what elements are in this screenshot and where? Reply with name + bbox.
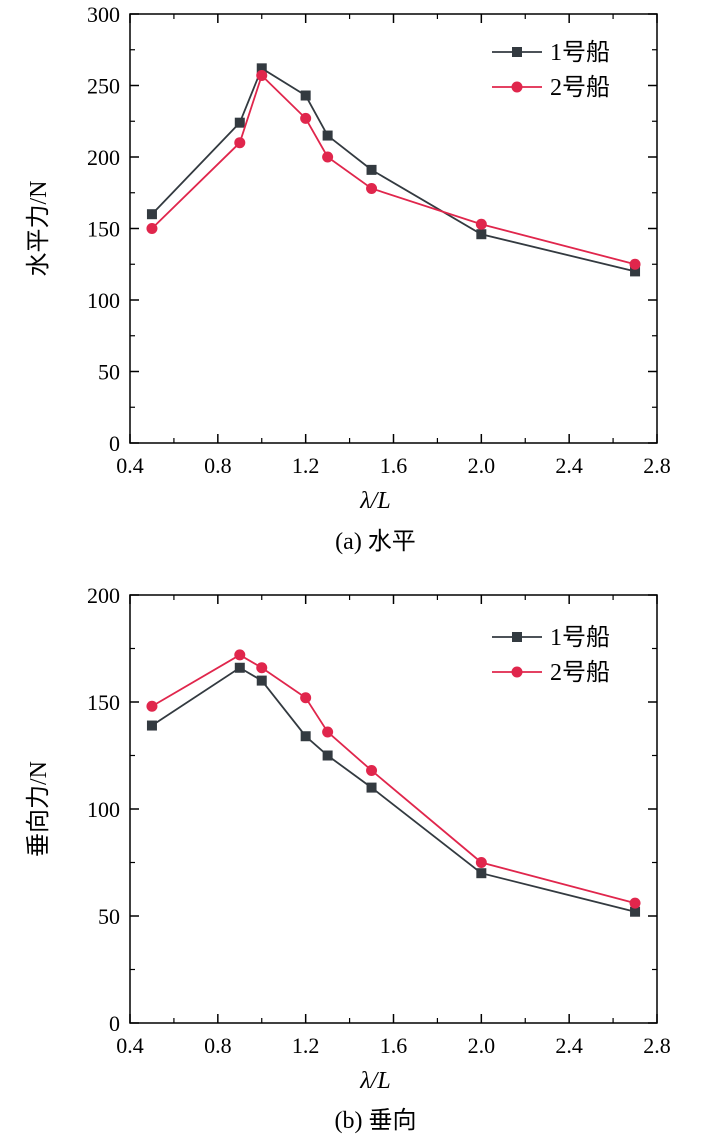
data-point-series-2 (146, 700, 158, 712)
data-point-series-2 (475, 857, 487, 868)
data-point-series-1 (476, 868, 487, 879)
data-point-series-2 (366, 764, 378, 776)
data-point-series-2 (234, 649, 246, 661)
legend-marker (511, 81, 523, 93)
y-tick-label: 200 (87, 145, 120, 170)
legend-label: 1号船 (550, 624, 610, 651)
x-tick-label: 2.8 (643, 453, 671, 478)
data-point-series-2 (322, 726, 334, 738)
y-tick-label: 300 (87, 2, 120, 27)
data-point-series-2 (475, 218, 487, 230)
data-point-series-1 (630, 906, 641, 917)
x-axis-title: λ/L (359, 1068, 390, 1094)
data-point-series-2 (256, 662, 268, 674)
series-line-1 (151, 67, 636, 273)
chart-1: 0.4 0.8 1.2 1.6 2.0 2.4 2.8 0 50 100 150 200 250 300 水… (25, 2, 671, 555)
x-tick-label: 2.0 (468, 1033, 496, 1058)
data-point-series-1 (234, 117, 245, 128)
y-tick-label: 100 (87, 288, 120, 313)
x-tick-label: 2.4 (555, 1033, 583, 1058)
data-point-series-1 (476, 229, 487, 240)
data-point-series-2 (366, 182, 378, 194)
series-line-2 (151, 73, 636, 266)
x-tick-label: 1.2 (292, 453, 320, 478)
data-point-series-1 (322, 750, 333, 761)
y-axis-title: 水平力/N (25, 181, 52, 277)
y-tick-label: 0 (109, 1011, 120, 1036)
x-tick-label: 0.8 (204, 453, 232, 478)
data-point-series-2 (629, 897, 641, 909)
x-tick-label: 1.6 (380, 1033, 408, 1058)
chart-2: 0.4 0.8 1.2 1.6 2.0 2.4 2.8 0 50 100 150 200 垂向力/N λ/… (25, 583, 671, 1134)
chart-caption: (b) 垂向 (335, 1107, 417, 1134)
legend-entry-1: 1号船 (492, 39, 610, 66)
y-tick-label: 200 (87, 583, 120, 608)
data-point-series-2 (146, 223, 158, 234)
legend-entry-2: 2号船 (492, 74, 610, 101)
y-tick-label: 150 (87, 217, 120, 242)
x-tick-label: 2.0 (468, 453, 496, 478)
data-point-series-1 (630, 266, 641, 277)
data-point-series-2 (322, 151, 334, 163)
data-point-series-1 (146, 720, 157, 731)
legend-entry-1: 1号船 (492, 624, 610, 651)
x-tick-label: 1.6 (380, 453, 408, 478)
legend-label: 1号船 (550, 39, 610, 66)
data-point-series-1 (234, 662, 245, 673)
data-point-series-1 (256, 675, 267, 686)
x-tick-label: 0.4 (116, 453, 144, 478)
data-point-series-1 (300, 90, 311, 101)
y-tick-label: 50 (98, 904, 120, 929)
data-point-series-1 (300, 731, 311, 742)
y-tick-label: 100 (87, 797, 120, 822)
data-point-series-2 (300, 112, 312, 124)
legend-entry-2: 2号船 (492, 659, 610, 686)
series-line-2 (151, 653, 636, 905)
x-tick-label: 2.8 (643, 1033, 671, 1058)
y-tick-label: 150 (87, 690, 120, 715)
y-tick-label: 250 (87, 74, 120, 99)
x-tick-label: 0.8 (204, 1033, 232, 1058)
data-point-series-2 (234, 137, 246, 149)
x-tick-label: 0.4 (116, 1033, 144, 1058)
data-point-series-2 (629, 258, 641, 270)
x-tick-label: 2.4 (555, 453, 583, 478)
data-point-series-1 (146, 209, 157, 220)
data-point-series-1 (366, 782, 377, 793)
y-axis-title: 垂向力/N (25, 761, 52, 857)
y-tick-label: 0 (109, 431, 120, 456)
data-point-series-1 (322, 130, 333, 141)
legend-label: 2号船 (550, 74, 610, 101)
data-point-series-1 (366, 164, 377, 175)
data-point-series-2 (300, 692, 312, 704)
data-point-series-2 (256, 69, 268, 81)
x-tick-label: 1.2 (292, 1033, 320, 1058)
legend-marker (511, 666, 523, 678)
x-axis-title: λ/L (359, 488, 390, 514)
legend-label: 2号船 (550, 659, 610, 686)
y-tick-label: 50 (98, 360, 120, 385)
legend-marker (512, 47, 522, 57)
data-point-series-1 (256, 63, 267, 74)
chart-caption: (a) 水平 (335, 528, 416, 555)
legend-marker (512, 632, 522, 642)
